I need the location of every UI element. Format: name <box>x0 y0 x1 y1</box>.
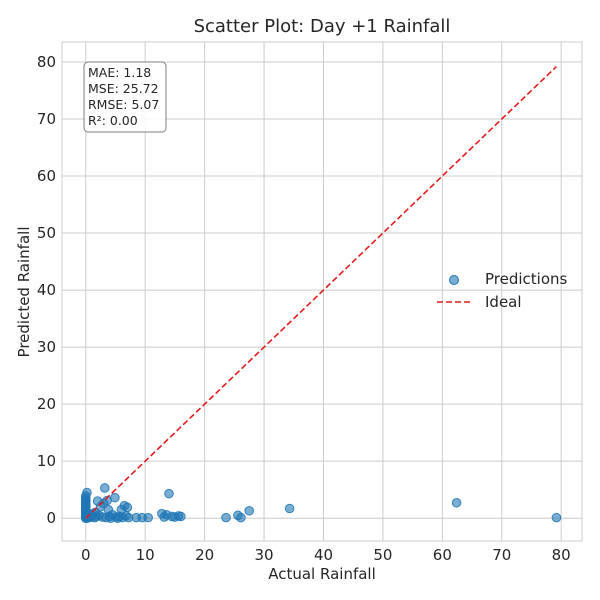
grid <box>62 42 582 541</box>
y-tick-label: 30 <box>37 338 56 356</box>
ideal-line <box>85 65 557 519</box>
x-tick-label: 40 <box>314 546 333 564</box>
plot-frame <box>61 41 583 542</box>
x-axis-ticks: 0 10 20 30 40 50 60 70 80 <box>81 546 571 564</box>
prediction-point <box>176 511 186 522</box>
y-axis-label: Predicted Rainfall <box>15 227 33 358</box>
y-tick-label: 10 <box>37 452 56 470</box>
prediction-point <box>99 483 110 493</box>
stats-rmse: RMSE: 5.07 <box>88 97 159 112</box>
prediction-point <box>110 492 120 503</box>
prediction-point <box>451 497 462 508</box>
stats-box-frame <box>83 61 167 133</box>
x-tick-label: 50 <box>373 546 392 564</box>
chart-title: Scatter Plot: Day +1 Rainfall <box>194 16 451 37</box>
prediction-point <box>284 503 295 514</box>
y-tick-label: 0 <box>46 509 56 527</box>
x-tick-label: 70 <box>492 546 511 564</box>
y-tick-label: 80 <box>37 53 56 71</box>
stats-box: MAE: 1.18 MSE: 25.72 RMSE: 5.07 R²: 0.00 <box>83 61 167 133</box>
x-tick-label: 30 <box>255 546 274 564</box>
ideal-line-layer <box>85 65 557 519</box>
prediction-point <box>244 505 254 516</box>
prediction-point <box>551 512 562 523</box>
y-tick-label: 50 <box>37 224 56 242</box>
stats-mae: MAE: 1.18 <box>88 65 151 80</box>
y-tick-label: 70 <box>37 110 56 128</box>
stats-r2: R²: 0.00 <box>88 113 138 128</box>
x-tick-label: 10 <box>136 546 155 564</box>
x-tick-label: 0 <box>81 546 91 564</box>
x-axis-label: Actual Rainfall <box>268 565 376 583</box>
legend-predictions-label: Predictions <box>485 270 568 288</box>
y-tick-label: 20 <box>37 395 56 413</box>
prediction-point <box>122 502 133 513</box>
prediction-point <box>82 487 92 498</box>
x-tick-label: 80 <box>552 546 571 564</box>
x-tick-label: 20 <box>195 546 214 564</box>
prediction-point <box>143 512 153 523</box>
prediction-point <box>236 512 246 523</box>
y-tick-label: 40 <box>37 281 56 299</box>
legend-predictions-marker <box>449 275 459 285</box>
legend: Predictions Ideal <box>437 270 568 311</box>
legend-ideal-label: Ideal <box>485 293 522 311</box>
y-axis-ticks: 0 10 20 30 40 50 60 70 80 <box>37 53 56 527</box>
prediction-point <box>221 512 231 523</box>
predictions-points <box>80 483 562 523</box>
y-tick-label: 60 <box>37 167 56 185</box>
x-tick-label: 60 <box>433 546 452 564</box>
stats-mse: MSE: 25.72 <box>88 81 159 96</box>
prediction-point <box>164 488 174 499</box>
